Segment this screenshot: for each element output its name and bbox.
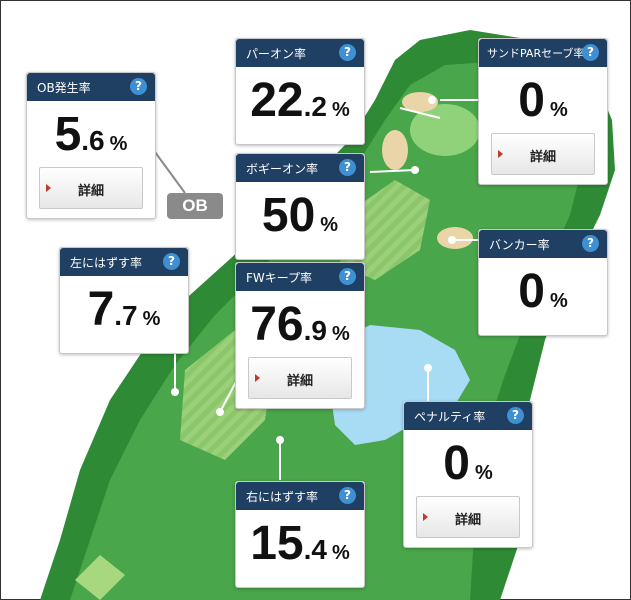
stat-value: 0% — [404, 436, 532, 491]
value-percent: % — [331, 99, 350, 121]
detail-button[interactable]: 詳細 — [416, 496, 520, 538]
bunker-2 — [382, 130, 408, 170]
card-header: バンカー率 ? — [479, 230, 607, 258]
ob-rate-card: OB発生率 ? 5.6% 詳細 — [26, 72, 156, 219]
ob-marker: OB — [167, 193, 223, 219]
card-title: バンカー率 — [489, 238, 550, 252]
miss-left-rate-card: 左にはずす率 ? 7.7% — [59, 247, 189, 354]
help-icon[interactable]: ? — [163, 253, 180, 270]
value-decimal: .4 — [303, 534, 327, 565]
bunker-1 — [402, 92, 438, 112]
value-percent: % — [549, 290, 568, 312]
detail-button[interactable]: 詳細 — [491, 133, 595, 175]
card-title: サンドPARセーブ率 — [487, 47, 585, 60]
green — [410, 104, 480, 156]
value-percent: % — [142, 308, 161, 330]
stat-value: 0% — [479, 73, 607, 128]
tee-box — [75, 555, 125, 600]
value-integer: 22 — [250, 74, 304, 127]
value-integer: 0 — [443, 437, 470, 490]
value-integer: 0 — [518, 74, 545, 127]
fw-keep-rate-card: FWキープ率 ? 76.9% 詳細 — [235, 262, 365, 409]
card-header: FWキープ率 ? — [236, 263, 364, 291]
card-title: パーオン率 — [246, 47, 307, 61]
help-icon[interactable]: ? — [130, 78, 147, 95]
card-header: パーオン率 ? — [236, 39, 364, 67]
card-title: 左にはずす率 — [70, 256, 143, 270]
stat-value: 5.6% — [27, 107, 155, 162]
value-integer: 15 — [250, 517, 304, 570]
value-percent: % — [109, 133, 128, 155]
card-title: ペナルティ率 — [414, 410, 486, 424]
bunker-rate-card: バンカー率 ? 0% — [478, 229, 608, 336]
card-header: ペナルティ率 ? — [404, 402, 532, 430]
card-title: OB発生率 — [37, 81, 91, 95]
card-header: OB発生率 ? — [27, 73, 155, 101]
value-decimal: .2 — [303, 91, 327, 122]
help-icon[interactable]: ? — [582, 44, 599, 61]
value-percent: % — [474, 462, 493, 484]
arrow-right-icon — [498, 150, 503, 158]
card-title: FWキープ率 — [246, 271, 313, 285]
value-integer: 5 — [54, 108, 82, 161]
stat-value: 7.7% — [60, 282, 188, 337]
par-on-rate-card: パーオン率 ? 22.2% — [235, 38, 365, 145]
arrow-right-icon — [255, 374, 260, 382]
stat-value: 15.4% — [236, 516, 364, 571]
help-icon[interactable]: ? — [582, 235, 599, 252]
bogey-on-rate-card: ボギーオン率 ? 50% — [235, 153, 365, 260]
value-integer: 7 — [87, 283, 115, 336]
miss-right-rate-card: 右にはずす率 ? 15.4% — [235, 481, 365, 588]
value-decimal: .7 — [114, 300, 138, 331]
value-integer: 50 — [261, 189, 316, 242]
arrow-right-icon — [423, 513, 428, 521]
arrow-right-icon — [46, 184, 51, 192]
help-icon[interactable]: ? — [507, 407, 524, 424]
detail-button-label: 詳細 — [77, 184, 104, 199]
card-header: 右にはずす率 ? — [236, 482, 364, 510]
detail-button-label: 詳細 — [454, 513, 481, 528]
value-percent: % — [331, 542, 350, 564]
detail-button[interactable]: 詳細 — [248, 357, 352, 399]
value-percent: % — [549, 99, 568, 121]
help-icon[interactable]: ? — [339, 159, 356, 176]
card-header: 左にはずす率 ? — [60, 248, 188, 276]
stat-value: 0% — [479, 264, 607, 319]
detail-button-label: 詳細 — [286, 374, 313, 389]
value-percent: % — [331, 323, 350, 345]
value-integer: 0 — [518, 265, 545, 318]
detail-button-label: 詳細 — [529, 150, 556, 165]
help-icon[interactable]: ? — [339, 487, 356, 504]
stat-value: 76.9% — [236, 297, 364, 352]
card-header: サンドPARセーブ率 ? — [479, 39, 607, 67]
card-title: 右にはずす率 — [246, 490, 319, 504]
value-integer: 76 — [250, 298, 304, 351]
value-decimal: .6 — [81, 125, 105, 156]
penalty-rate-card: ペナルティ率 ? 0% 詳細 — [403, 401, 533, 548]
water-hazard — [330, 325, 470, 445]
sand-save-rate-card: サンドPARセーブ率 ? 0% 詳細 — [478, 38, 608, 185]
stat-value: 22.2% — [236, 73, 364, 128]
help-icon[interactable]: ? — [339, 44, 356, 61]
detail-button[interactable]: 詳細 — [39, 167, 143, 209]
value-percent: % — [320, 214, 339, 236]
value-decimal: .9 — [303, 315, 327, 346]
stat-value: 50% — [236, 188, 364, 243]
help-icon[interactable]: ? — [339, 268, 356, 285]
card-header: ボギーオン率 ? — [236, 154, 364, 182]
card-title: ボギーオン率 — [246, 162, 319, 176]
